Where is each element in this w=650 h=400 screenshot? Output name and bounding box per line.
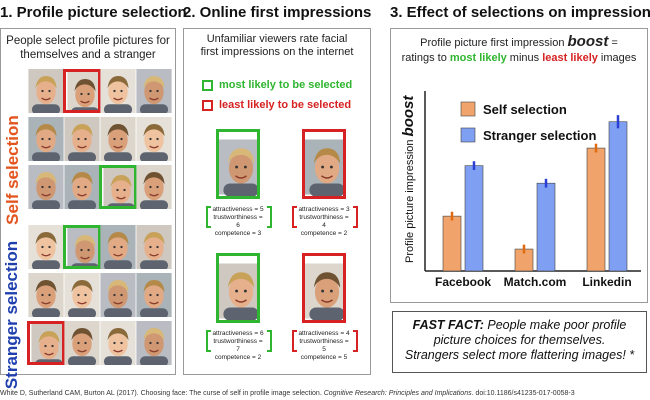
selected-face-photo [63, 69, 101, 113]
rated-face-photo [216, 253, 260, 323]
rated-face-photo [302, 129, 346, 199]
citation: White D, Sutherland CAM, Burton AL (2017… [0, 390, 575, 397]
category-label: Facebook [435, 275, 491, 289]
fast-fact-box: FAST FACT: People make poor profile pict… [392, 311, 647, 373]
rating-bracket-right [267, 330, 272, 352]
category-label: Match.com [504, 275, 567, 289]
rating-bracket-left [206, 330, 211, 352]
rating-bracket-left [292, 206, 297, 228]
category-label: Linkedin [582, 275, 631, 289]
bar [464, 165, 484, 272]
legend-green-label: most likely to be selected [219, 79, 353, 91]
face-photo [27, 165, 65, 209]
rating-values: attractiveness = 5 trustworthiness = 6 com… [211, 206, 265, 238]
rating-attractiveness: attractiveness = 4 [298, 330, 350, 337]
selected-face-photo [63, 225, 101, 269]
boost-bar-chart: Profile picture impression boost Facebook… [400, 91, 641, 289]
face-photo [99, 273, 137, 317]
rating-trustworthiness: trustworthiness = 6 [213, 214, 263, 229]
legend-red: least likely to be selected [202, 99, 351, 111]
face-photo [135, 273, 173, 317]
rating-attractiveness: attractiveness = 5 [212, 206, 264, 213]
panel2-subtitle-line1: Unfamiliar viewers rate facial [206, 33, 348, 45]
face-photo [63, 273, 101, 317]
rating-bracket-right [353, 206, 358, 228]
rating-attractiveness: attractiveness = 3 [298, 206, 350, 213]
rating-attractiveness: attractiveness = 6 [212, 330, 264, 337]
bar [442, 215, 462, 272]
legend-label: Self selection [483, 102, 567, 117]
stranger-selection-label: Stranger selection [2, 240, 21, 390]
rated-face-photo [216, 129, 260, 199]
bar [608, 121, 628, 272]
rating-values: attractiveness = 3 trustworthiness = 4 com… [297, 206, 351, 238]
face-photo [27, 225, 65, 269]
panel3-box: Profile picture first impression boost =… [390, 28, 648, 303]
fast-fact-line3: Strangers select more flattering images!… [404, 348, 635, 362]
rating-competence: competence = 2 [300, 230, 348, 237]
fast-fact-line1: People make poor profile [483, 318, 627, 332]
fast-fact-label: FAST FACT: [412, 318, 484, 332]
rating-values: attractiveness = 6 trustworthiness = 7 com… [211, 330, 265, 362]
face-photo [27, 69, 65, 113]
face-photo [135, 69, 173, 113]
face-photo [99, 225, 137, 269]
rating-bracket-left [292, 330, 297, 352]
panel3-title: 3. Effect of selections on impressions [390, 4, 650, 21]
panel2-title: 2. Online first impressions [183, 4, 372, 21]
bar [586, 147, 606, 272]
rating-trustworthiness: trustworthiness = 4 [299, 214, 349, 229]
boost-word: boost [567, 33, 609, 50]
rating-competence: competence = 3 [214, 230, 262, 237]
y-axis-label: Profile picture impression boost [400, 95, 417, 263]
panel1-subtitle-line2: themselves and a stranger [20, 49, 156, 61]
rating-trustworthiness: trustworthiness = 7 [213, 338, 263, 353]
legend-label: Stranger selection [483, 128, 596, 143]
panel1-subtitle-line1: People select profile pictures for [6, 35, 170, 47]
selected-face-photo [27, 321, 65, 365]
face-photo [63, 117, 101, 161]
legend-swatch [460, 101, 476, 117]
panel1-box: People select profile pictures for thems… [0, 28, 176, 389]
panel2-box: Unfamiliar viewers rate facial first imp… [183, 28, 371, 375]
face-photo [27, 273, 65, 317]
rating-competence: competence = 5 [300, 354, 348, 361]
face-photo [135, 321, 173, 365]
rating-bracket-left [206, 206, 211, 228]
green-square-icon [202, 79, 213, 91]
selected-face-photo [99, 165, 137, 209]
panel1-title: 1. Profile picture selection [0, 4, 187, 21]
face-photo [135, 225, 173, 269]
face-photo [99, 117, 137, 161]
self-selection-label: Self selection [3, 115, 22, 225]
face-photo [27, 117, 65, 161]
panel3-subtitle-line2: ratings to most likely minus least likel… [401, 52, 637, 64]
rating-bracket-right [353, 330, 358, 352]
legend-green: most likely to be selected [202, 79, 352, 91]
face-photo [135, 165, 173, 209]
legend-red-label: least likely to be selected [219, 99, 352, 111]
panel2-subtitle-line2: first impressions on the internet [200, 46, 354, 58]
face-photo [63, 321, 101, 365]
rating-values: attractiveness = 4 trustworthiness = 5 com… [297, 330, 351, 362]
legend-swatch [460, 127, 476, 143]
fast-fact-line2: picture choices for themselves. [433, 333, 606, 347]
rated-face-photo [302, 253, 346, 323]
bar [536, 182, 556, 272]
panel3-subtitle-line1: Profile picture first impression boost = [420, 33, 618, 50]
rating-trustworthiness: trustworthiness = 5 [299, 338, 349, 353]
rating-bracket-right [267, 206, 272, 228]
face-photo [99, 321, 137, 365]
red-square-icon [202, 99, 213, 111]
face-photo [99, 69, 137, 113]
face-photo [135, 117, 173, 161]
rating-competence: competence = 2 [214, 354, 262, 361]
face-photo [63, 165, 101, 209]
